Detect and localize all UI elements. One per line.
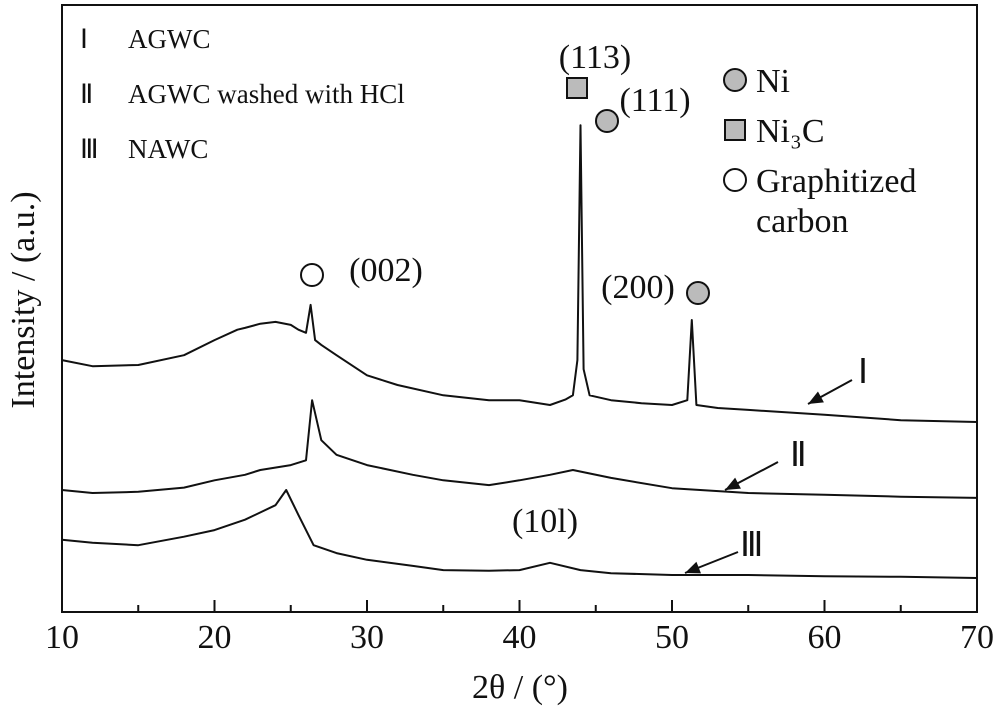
arrow-head [685, 561, 701, 574]
arrow-head [808, 391, 824, 404]
x-tick-label: 50 [655, 619, 689, 656]
legend-carbon-symbol [723, 168, 747, 192]
x-axis-title: 2θ / (°) [472, 669, 568, 706]
y-axis-title: Intensity / (a.u.) [5, 191, 42, 408]
legend-label: AGWC [128, 24, 211, 54]
ni-symbol [595, 109, 619, 133]
x-tick-label: 60 [808, 619, 842, 656]
curve-label: Ⅲ [740, 527, 763, 564]
xrd-curve [61, 124, 978, 423]
carbon-symbol [300, 263, 324, 287]
x-tick-label: 20 [198, 619, 232, 656]
phase-legend-label: Graphitized carbon [756, 163, 917, 240]
peak-label: (10l) [512, 503, 578, 540]
x-tick-label: 10 [45, 619, 79, 656]
xrd-curve [61, 489, 978, 579]
curve-label: Ⅰ [858, 354, 868, 391]
legend-ni-symbol [723, 68, 747, 92]
legend-numeral: Ⅱ [80, 79, 93, 109]
peak-label: (111) [619, 82, 690, 119]
x-tick-label: 40 [503, 619, 537, 656]
xrd-curve [61, 399, 978, 499]
peak-label: (002) [349, 252, 423, 289]
legend-label: NAWC [128, 134, 208, 164]
x-tick-label: 30 [350, 619, 384, 656]
legend-numeral: Ⅲ [80, 134, 99, 164]
arrow-head [725, 477, 741, 490]
curve-label: Ⅱ [790, 437, 807, 474]
legend-label: AGWC washed with HCl [128, 79, 405, 109]
ni-symbol [686, 281, 710, 305]
phase-legend-label: Ni₃C [756, 113, 825, 150]
ni3c-symbol [566, 77, 588, 99]
legend-numeral: Ⅰ [80, 24, 88, 54]
phase-legend-label: Ni [756, 63, 790, 100]
x-tick-label: 70 [960, 619, 994, 656]
peak-label: (113) [559, 39, 631, 76]
legend-ni3c-symbol [724, 119, 746, 141]
peak-label: (200) [601, 269, 675, 306]
